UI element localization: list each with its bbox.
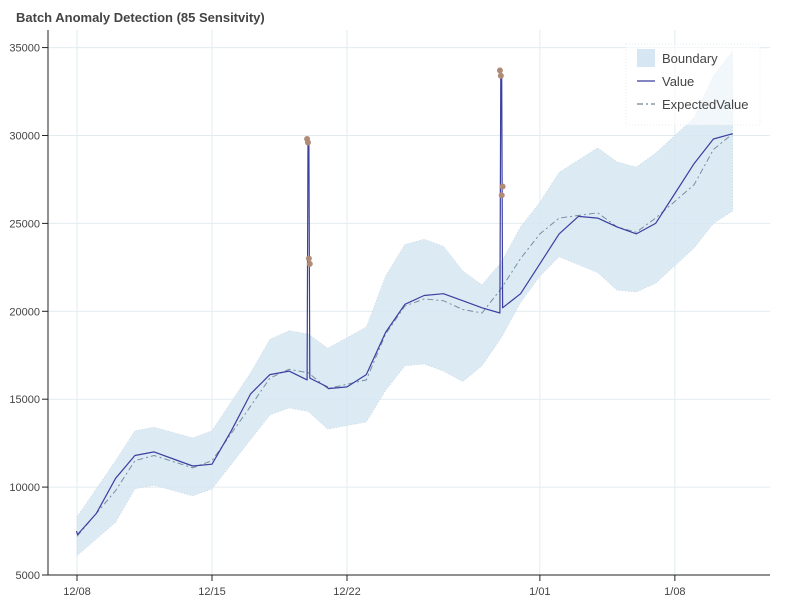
y-tick-label: 5000 — [16, 570, 40, 582]
x-tick-label: 12/08 — [63, 586, 91, 598]
anomaly-point — [306, 256, 312, 262]
anomaly-point — [499, 192, 505, 198]
anomaly-point — [305, 140, 311, 146]
y-tick-label: 10000 — [9, 482, 40, 494]
y-tick-label: 30000 — [9, 130, 40, 142]
x-tick-label: 1/01 — [529, 586, 550, 598]
legend: Boundary Value ExpectedValue — [626, 44, 760, 125]
anomaly-point — [307, 261, 313, 267]
anomaly-point — [497, 67, 503, 73]
legend-swatch-boundary — [637, 49, 655, 67]
x-tick-label: 12/22 — [333, 586, 361, 598]
anomaly-points — [304, 67, 506, 266]
chart-title: Batch Anomaly Detection (85 Sensitvity) — [16, 10, 265, 25]
anomaly-point — [498, 73, 504, 79]
x-tick-label: 12/15 — [198, 586, 226, 598]
legend-label-value: Value — [662, 74, 694, 89]
legend-label-boundary: Boundary — [662, 51, 718, 66]
x-tick-label: 1/08 — [664, 586, 685, 598]
y-tick-label: 25000 — [9, 218, 40, 230]
boundary-band — [77, 51, 733, 556]
y-tick-label: 35000 — [9, 43, 40, 55]
legend-label-expected: ExpectedValue — [662, 97, 749, 112]
y-tick-label: 20000 — [9, 306, 40, 318]
anomaly-point — [500, 183, 506, 189]
y-tick-label: 15000 — [9, 394, 40, 406]
